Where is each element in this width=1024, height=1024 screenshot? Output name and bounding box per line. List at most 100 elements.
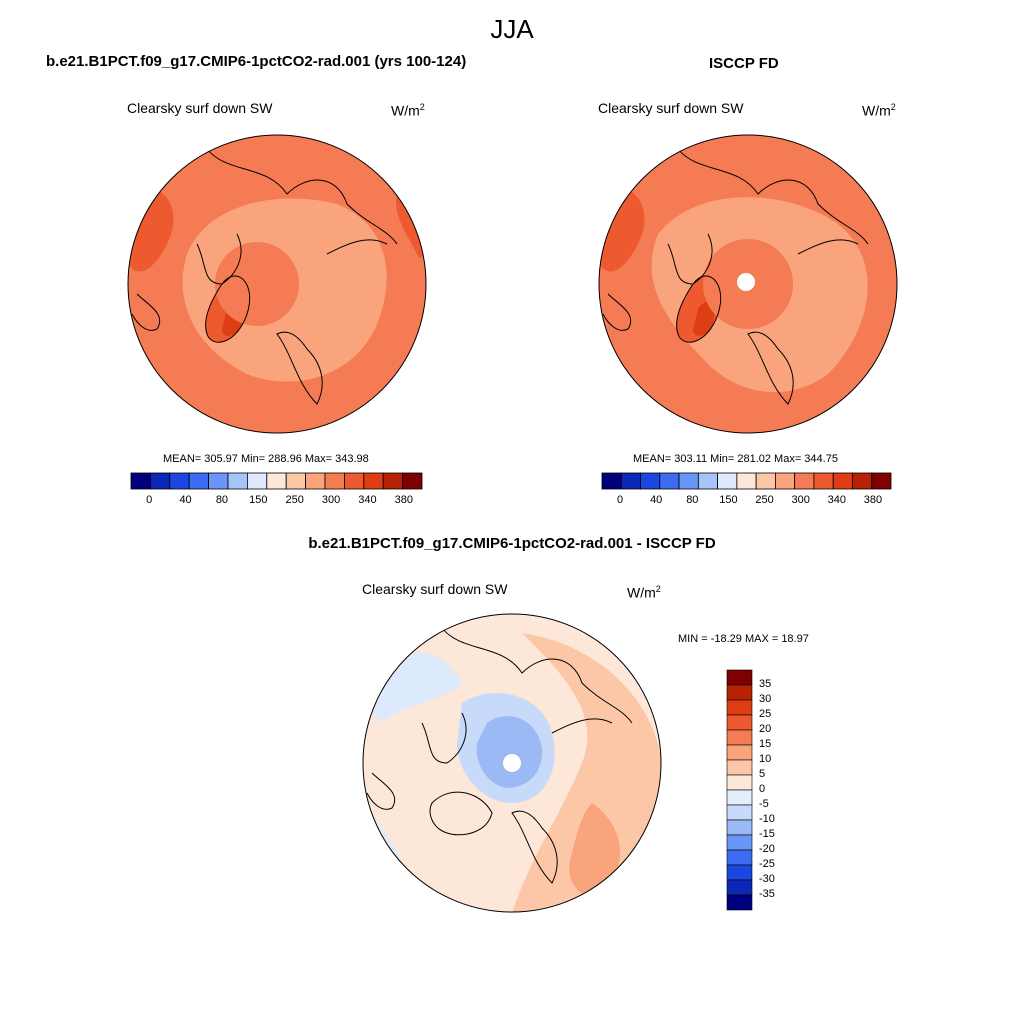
colorbar-tick-label: -35 (759, 888, 775, 900)
colorbar-tick-label: 25 (759, 708, 772, 720)
colorbar-swatch (227, 472, 248, 490)
panel2-units: W/m2 (862, 102, 896, 119)
coastline (366, 772, 395, 810)
colorbar-swatch (832, 472, 853, 490)
panel3-colorbar (726, 669, 753, 911)
map-fill-greenland-core (693, 301, 715, 336)
map-fill-warm (512, 633, 661, 912)
colorbar-tick-label: -5 (759, 798, 769, 810)
colorbar-swatch (726, 699, 753, 716)
colorbar-swatch (640, 472, 661, 490)
panel1-stats: MEAN= 305.97 Min= 288.96 Max= 343.98 (163, 453, 369, 465)
coastline (676, 275, 722, 343)
panel2-stats: MEAN= 303.11 Min= 281.02 Max= 344.75 (633, 453, 838, 465)
colorbar-swatch (620, 472, 641, 490)
colorbar-tick-label: 0 (146, 494, 153, 506)
colorbar-swatch (726, 879, 753, 896)
colorbar-tick-label: -25 (759, 858, 775, 870)
colorbar-tick-label: -10 (759, 813, 775, 825)
panel3-stats: MIN = -18.29 MAX = 18.97 (678, 633, 809, 645)
colorbar-swatch (726, 729, 753, 746)
colorbar-tick-label: 30 (759, 693, 772, 705)
map-missing-pole (503, 754, 521, 772)
colorbar-swatch (726, 834, 753, 851)
coastline (602, 293, 631, 331)
colorbar-swatch (726, 759, 753, 776)
colorbar-swatch (726, 684, 753, 701)
colorbar-tick-label: 80 (686, 494, 699, 506)
colorbar-swatch (697, 472, 719, 490)
colorbar-swatch (247, 472, 268, 490)
colorbar-tick-label: 35 (759, 678, 772, 690)
colorbar-swatch (659, 472, 680, 490)
colorbar-swatch (382, 472, 403, 490)
colorbar-tick-label: 300 (321, 494, 341, 506)
colorbar-tick-label: 250 (755, 494, 774, 506)
colorbar-swatch (726, 894, 753, 911)
colorbar-swatch (726, 819, 753, 836)
colorbar-tick-label: 40 (650, 494, 663, 506)
coastline (511, 810, 558, 884)
coastline (429, 791, 493, 836)
colorbar-swatch (726, 714, 753, 731)
colorbar-tick-label: 150 (719, 494, 738, 506)
colorbar-swatch (726, 849, 753, 866)
colorbar-swatch (755, 472, 776, 490)
panel2-title: ISCCP FD (709, 55, 779, 72)
colorbar-swatch (726, 744, 753, 761)
colorbar-swatch (774, 472, 796, 490)
colorbar-swatch (678, 472, 699, 490)
figure-title: JJA (490, 14, 534, 44)
panel3-units: W/m2 (627, 584, 661, 601)
coastline (205, 275, 251, 343)
colorbar-tick-label: 250 (285, 494, 304, 506)
colorbar-swatch (363, 472, 384, 490)
colorbar-swatch (208, 472, 229, 490)
colorbar-tick-label: 10 (759, 753, 772, 765)
colorbar-swatch (813, 472, 834, 490)
coastline (276, 331, 323, 405)
coastline (677, 148, 869, 245)
colorbar-swatch (285, 472, 306, 490)
map-fill-cool-strong (476, 716, 543, 788)
coastline (131, 293, 160, 331)
colorbar-swatch (852, 472, 873, 490)
colorbar-tick-label: 0 (617, 494, 624, 506)
panel2-colorbar-labels: 0 40 80 150 250 300 340 380 (602, 494, 891, 508)
colorbar-tick-label: 20 (759, 723, 772, 735)
coastline (551, 718, 613, 734)
colorbar-tick-label: 300 (791, 494, 810, 506)
panel1-map (127, 134, 427, 434)
colorbar-tick-label: 150 (249, 494, 268, 506)
colorbar-tick-label: 380 (394, 494, 413, 506)
colorbar-swatch (726, 789, 753, 806)
colorbar-tick-label: -15 (759, 828, 775, 840)
panel2-colorbar (601, 472, 892, 490)
colorbar-swatch (736, 472, 757, 490)
panel1-variable: Clearsky surf down SW (127, 100, 273, 116)
colorbar-swatch (305, 472, 326, 490)
panel3-title: b.e21.B1PCT.f09_g17.CMIP6-1pctCO2-rad.00… (308, 535, 716, 552)
colorbar-tick-label: 40 (179, 494, 192, 506)
panel1-colorbar (130, 472, 423, 490)
colorbar-swatch (717, 472, 738, 490)
colorbar-swatch (726, 774, 753, 791)
colorbar-tick-label: 380 (863, 494, 883, 506)
colorbar-tick-label: 5 (759, 768, 766, 780)
colorbar-swatch (601, 472, 622, 490)
colorbar-swatch (188, 472, 210, 490)
colorbar-tick-label: 80 (215, 494, 229, 506)
colorbar-swatch (266, 472, 287, 490)
map-fill-pole (215, 242, 299, 326)
panel2-map (598, 134, 898, 434)
colorbar-swatch (726, 804, 753, 821)
colorbar-tick-label: 0 (759, 783, 766, 795)
colorbar-swatch (149, 472, 171, 490)
panel3-map (362, 613, 662, 913)
coastline (747, 331, 794, 405)
colorbar-tick-label: 15 (759, 738, 772, 750)
colorbar-swatch (402, 472, 423, 490)
colorbar-tick-label: -30 (759, 873, 775, 885)
colorbar-swatch (169, 472, 190, 490)
panel2-variable: Clearsky surf down SW (598, 100, 744, 116)
